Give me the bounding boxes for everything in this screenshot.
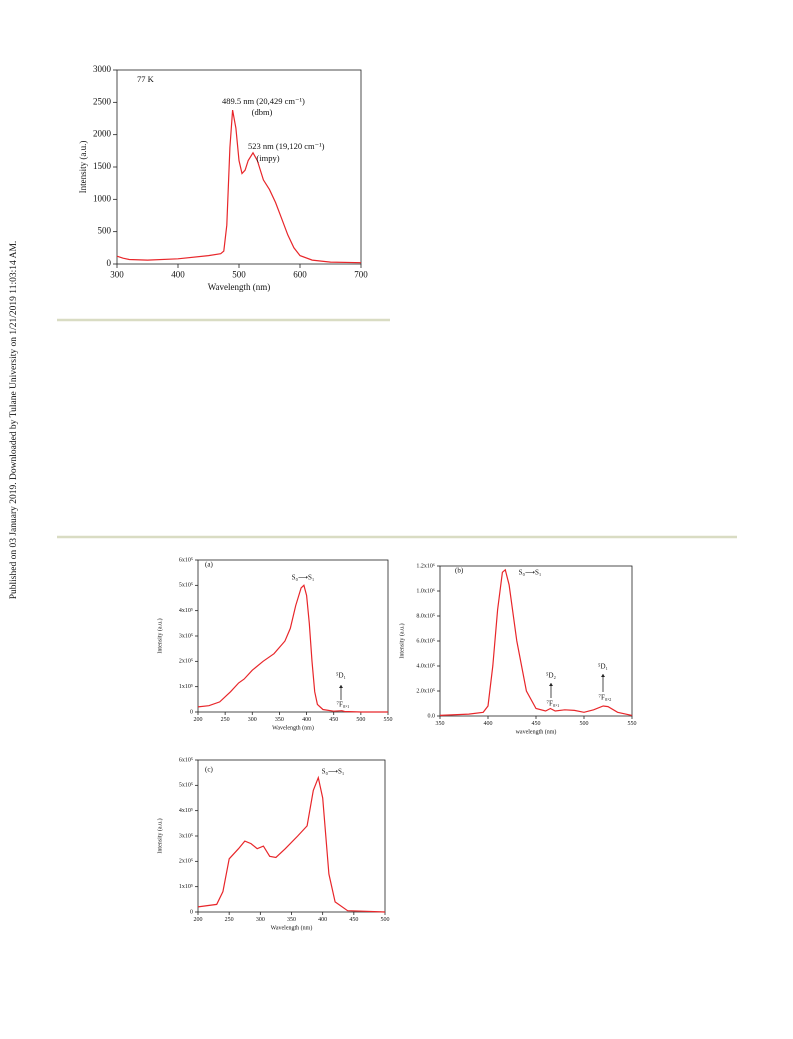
annotation: ⁵D₁ [336, 672, 346, 680]
y-tick-label: 5x10⁵ [179, 783, 193, 789]
y-tick-label: 1x10⁵ [179, 884, 193, 890]
x-tick-label: 500 [580, 721, 589, 727]
x-tick-label: 300 [110, 269, 124, 279]
x-tick-label: 350 [287, 917, 296, 923]
annotation: ⁵D₂ [546, 672, 556, 680]
annotation: S₀⟶S₁ [322, 768, 345, 776]
x-tick-label: 200 [194, 917, 203, 923]
y-axis-label: Intensity (a.u.) [156, 818, 163, 853]
annotation: ⁷F₀,₁ [337, 701, 350, 709]
y-tick-label: 5x10⁵ [179, 583, 193, 589]
x-tick-label: 700 [354, 269, 368, 279]
x-axis-label: Wavelength (nm) [271, 925, 313, 932]
sidebar-note: Published on 03 January 2019. Downloaded… [9, 241, 19, 600]
y-tick-label: 6x10⁵ [179, 557, 193, 563]
x-tick-label: 500 [232, 269, 246, 279]
annotation: 523 nm (19,120 cm⁻¹) [248, 141, 325, 151]
annotation: (dbm) [252, 107, 273, 117]
y-tick-label: 4.0x10⁵ [416, 663, 435, 669]
y-tick-label: 2500 [93, 96, 112, 106]
x-tick-label: 200 [194, 717, 203, 723]
y-tick-label: 2.0x10⁵ [416, 688, 435, 694]
annotation: 489.5 nm (20,429 cm⁻¹) [222, 96, 305, 106]
x-tick-label: 400 [171, 269, 185, 279]
x-tick-label: 300 [248, 717, 257, 723]
y-tick-label: 6.0x10⁵ [416, 638, 435, 644]
annotation: ⁷F₀,₁ [547, 700, 560, 708]
plot-frame [197, 759, 386, 913]
annotation: ⁷F₀,₂ [599, 694, 613, 702]
x-tick-label: 300 [256, 917, 265, 923]
x-tick-label: 500 [356, 717, 365, 723]
y-tick-label: 2x10⁵ [179, 659, 193, 665]
y-axis-label: Intensity (a.u.) [78, 141, 88, 194]
x-tick-label: 600 [293, 269, 307, 279]
arrow-head [339, 685, 343, 688]
y-axis-label: Intensity (a.u.) [156, 618, 163, 653]
y-tick-label: 1.2x10⁶ [416, 563, 435, 569]
x-axis-label: Wavelength (nm) [208, 282, 271, 292]
y-tick-label: 3x10⁵ [179, 633, 193, 639]
x-tick-label: 450 [349, 917, 358, 923]
y-tick-label: 500 [98, 226, 112, 236]
y-tick-label: 3x10⁵ [179, 833, 193, 839]
y-tick-label: 6x10⁵ [179, 757, 193, 763]
y-axis-label: Intensity (a.u.) [398, 623, 405, 658]
y-tick-label: 0.0 [428, 713, 436, 719]
spectrum-line [439, 568, 633, 716]
x-axis-label: Wavelength (nm) [272, 725, 314, 732]
annotation: (a) [205, 561, 213, 569]
y-tick-label: 2000 [93, 129, 112, 139]
annotation: (b) [455, 567, 464, 575]
plot-frame [197, 559, 389, 713]
y-tick-label: 8.0x10⁵ [416, 613, 435, 619]
y-tick-label: 4x10⁵ [179, 808, 193, 814]
x-tick-label: 450 [532, 721, 541, 727]
y-tick-label: 2x10⁵ [179, 859, 193, 865]
y-tick-label: 1000 [93, 193, 112, 203]
y-tick-label: 0 [107, 258, 112, 268]
annotation: S₀⟶S₁ [519, 569, 542, 577]
annotation: S₀⟶S₁ [292, 574, 315, 582]
y-tick-label: 4x10⁵ [179, 608, 193, 614]
x-tick-label: 450 [329, 717, 338, 723]
spectrum-line [116, 109, 362, 264]
y-tick-label: 1.0x10⁶ [416, 588, 435, 594]
y-tick-label: 3000 [93, 64, 112, 74]
x-axis-label: wavelength (nm) [516, 729, 557, 736]
arrow-head [549, 683, 553, 686]
x-tick-label: 350 [275, 717, 284, 723]
x-tick-label: 400 [302, 717, 311, 723]
x-tick-label: 500 [381, 917, 390, 923]
x-tick-label: 400 [484, 721, 493, 727]
x-tick-label: 250 [221, 717, 230, 723]
annotation: 77 K [137, 74, 155, 84]
y-tick-label: 1x10⁵ [179, 684, 193, 690]
arrow-head [601, 674, 605, 677]
x-tick-label: 400 [318, 917, 327, 923]
annotation: ⁵D₁ [598, 663, 608, 671]
spectrum-line [197, 584, 388, 713]
spectrum-line [197, 775, 386, 913]
x-tick-label: 550 [628, 721, 637, 727]
annotation: (c) [205, 766, 213, 774]
annotation: (impy) [256, 153, 279, 163]
y-tick-label: 0 [190, 909, 193, 915]
x-tick-label: 250 [225, 917, 234, 923]
x-tick-label: 350 [436, 721, 445, 727]
y-tick-label: 1500 [93, 161, 112, 171]
x-tick-label: 550 [384, 717, 393, 723]
y-tick-label: 0 [190, 709, 193, 715]
